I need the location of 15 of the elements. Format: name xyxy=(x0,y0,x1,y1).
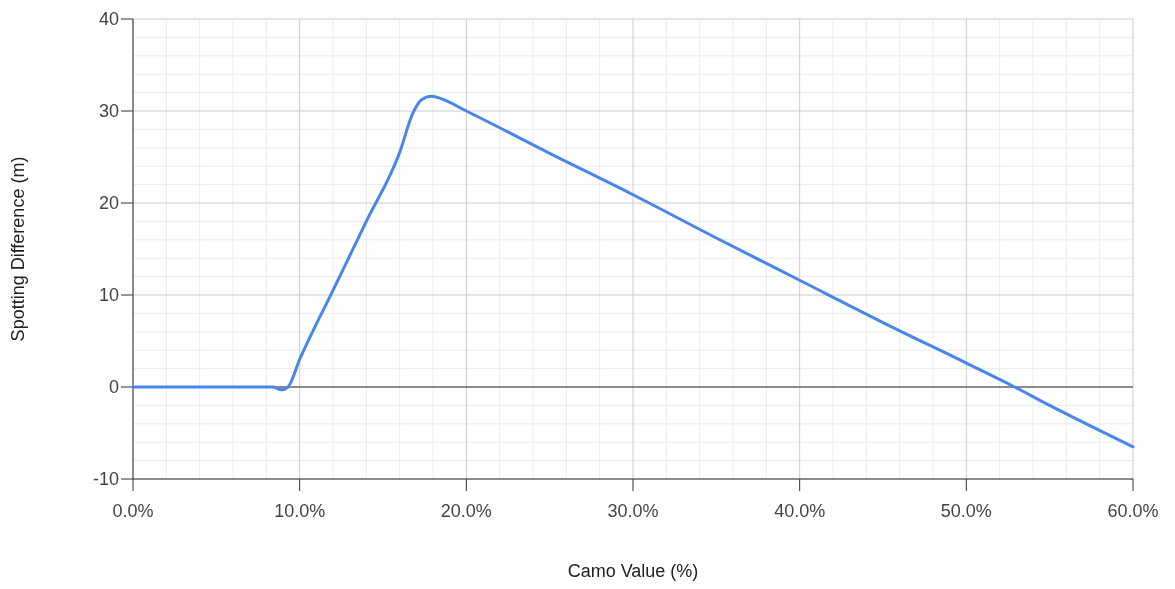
x-tick-label: 10.0% xyxy=(274,501,326,521)
y-tick-label: -10 xyxy=(92,469,119,490)
y-tick-label: 0 xyxy=(108,377,119,398)
x-tick-label: 40.0% xyxy=(774,501,826,521)
x-tick-label: 60.0% xyxy=(1107,501,1159,521)
x-tick-label: 20.0% xyxy=(440,501,492,521)
x-tick-label: 0.0% xyxy=(112,501,154,521)
x-axis-title: Camo Value (%) xyxy=(567,561,699,581)
y-tick-label: 10 xyxy=(98,285,119,306)
y-tick-label: 20 xyxy=(98,193,119,214)
y-tick-label: 40 xyxy=(98,9,119,30)
x-tick-label: 30.0% xyxy=(607,501,659,521)
x-tick-label: 50.0% xyxy=(940,501,992,521)
y-axis-title: Spotting Difference (m) xyxy=(8,156,28,342)
y-tick-label: 30 xyxy=(98,101,119,122)
